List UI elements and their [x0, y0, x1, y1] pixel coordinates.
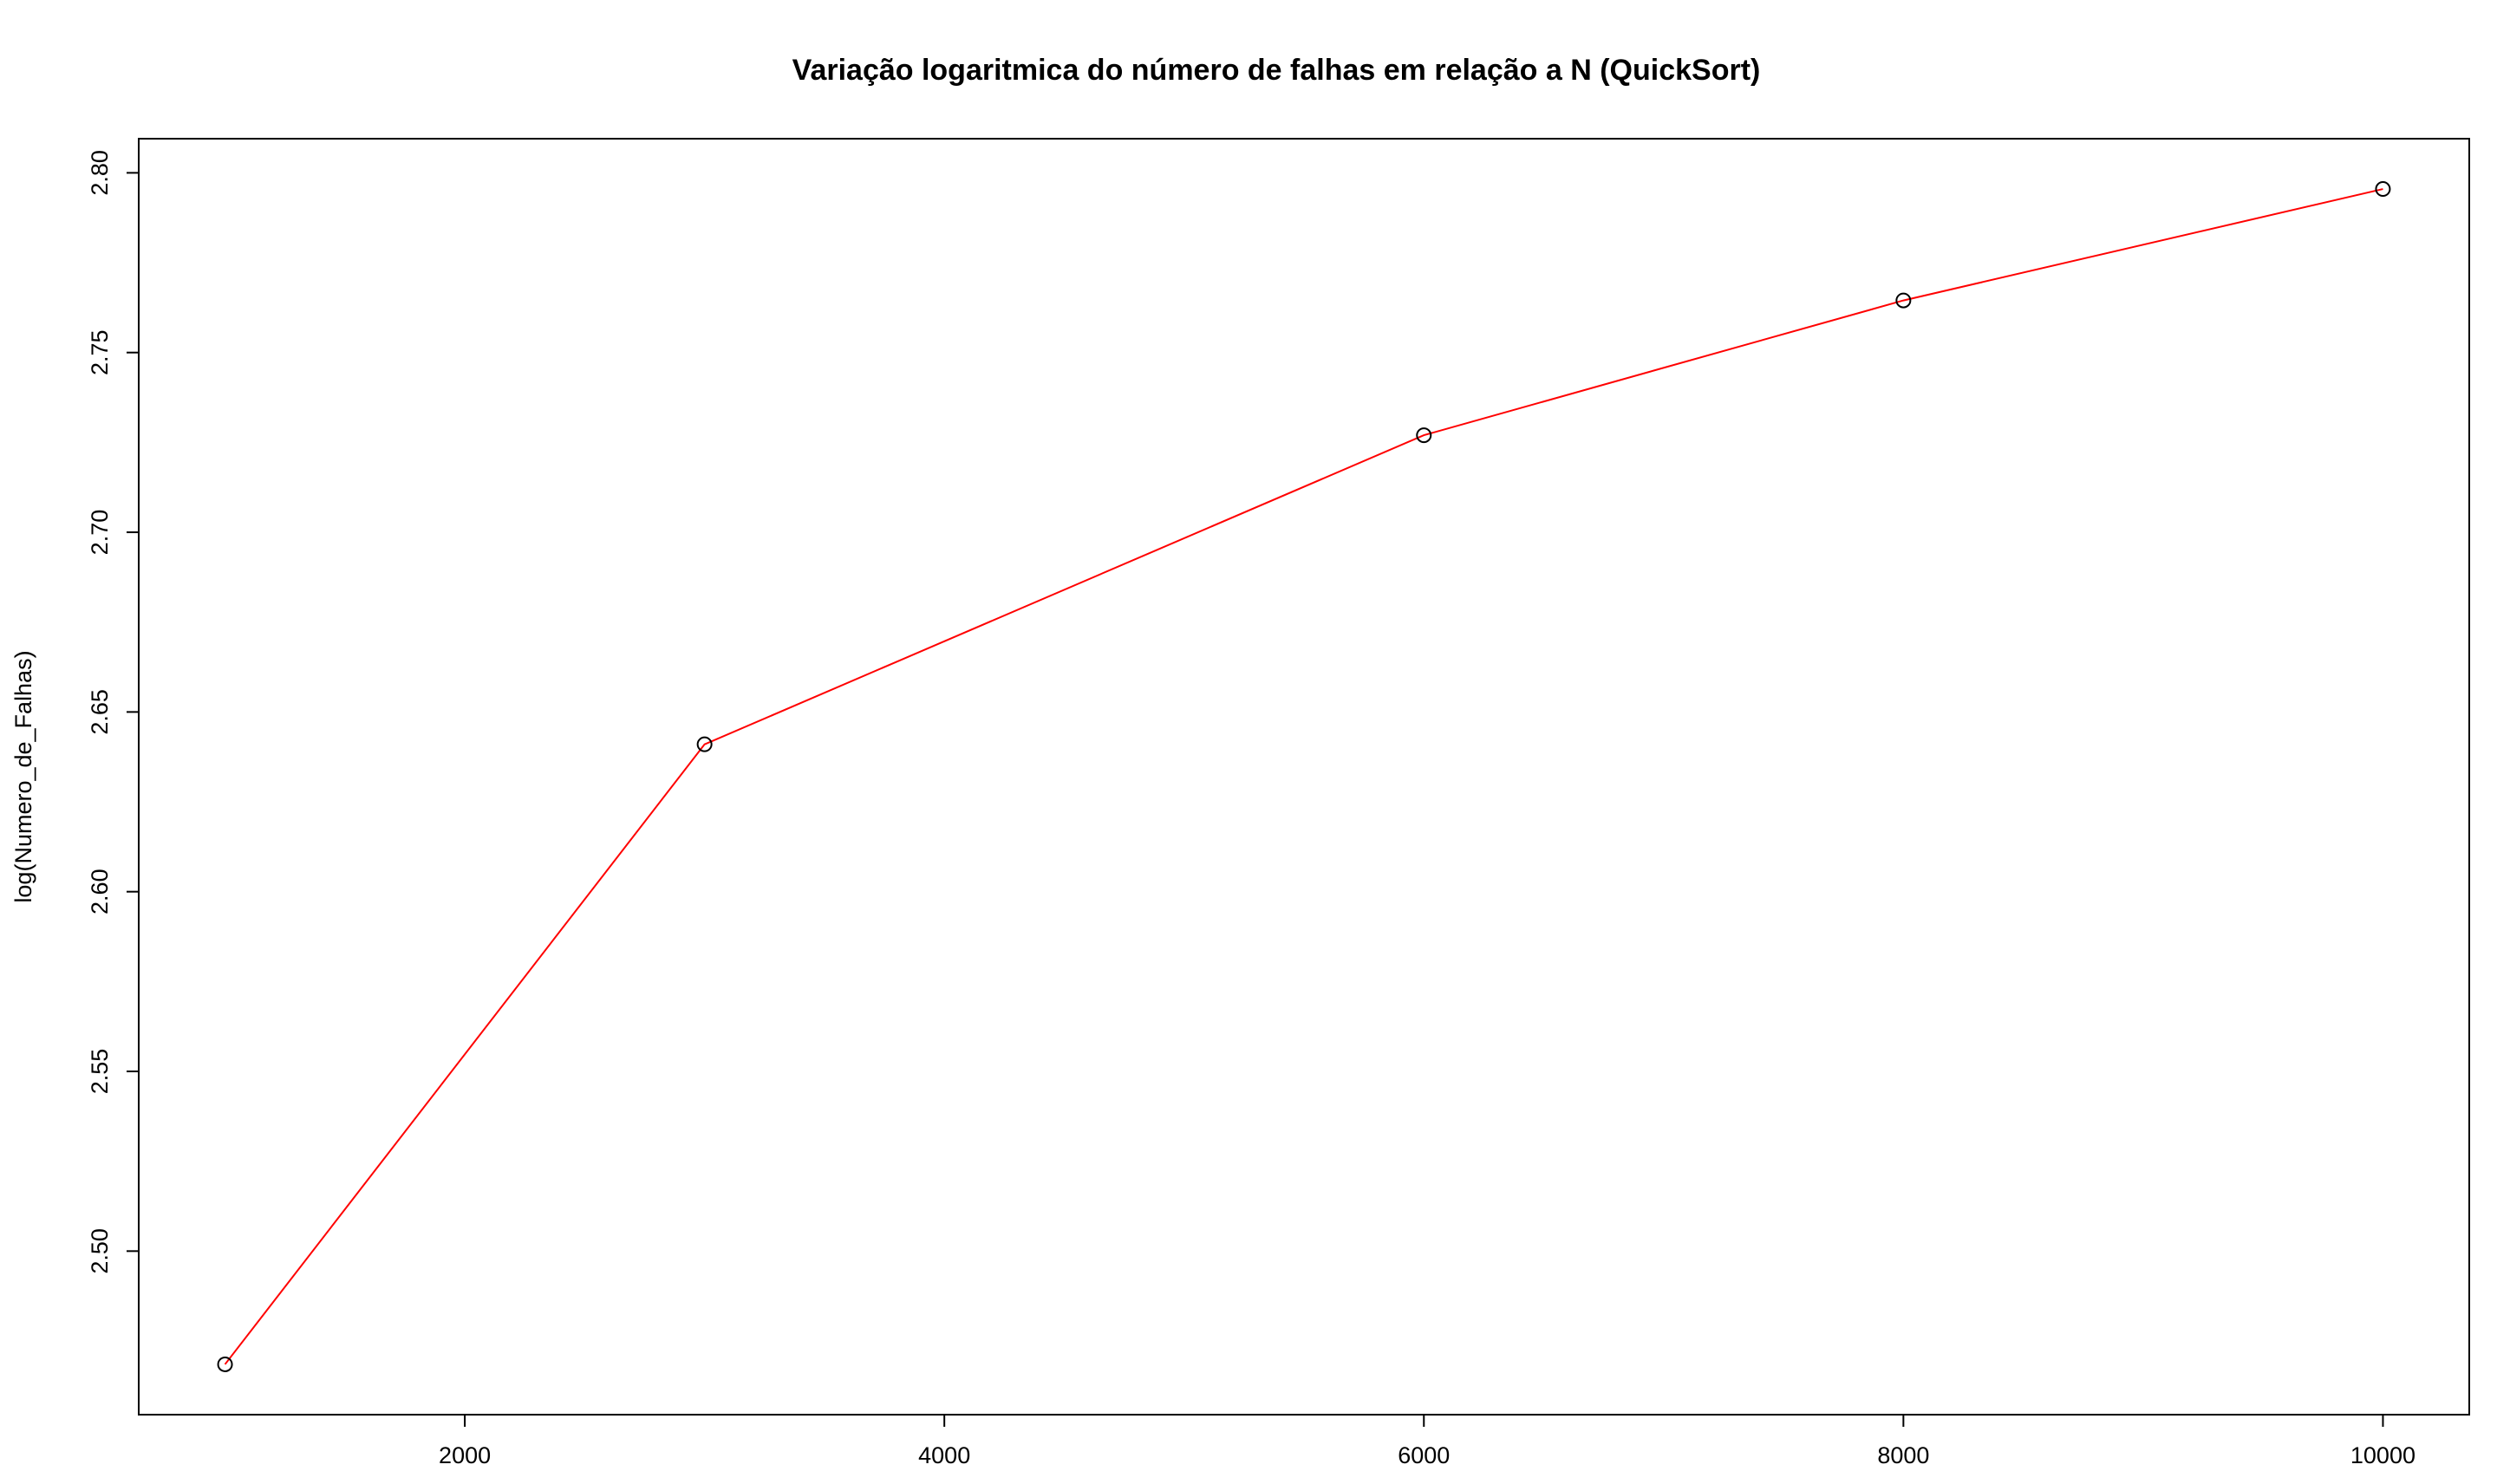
y-tick-label: 2.75: [87, 329, 113, 375]
series-line: [224, 188, 2383, 1365]
x-tick-label: 10000: [2350, 1442, 2416, 1468]
series-group: [217, 181, 2391, 1372]
data-point: [696, 736, 713, 752]
data-point: [1895, 292, 1912, 309]
y-tick-label: 2.55: [87, 1049, 113, 1095]
y-axis: 2.50 2.55 2.60 2.65 2.70 2.75 2.80: [87, 150, 140, 1274]
x-tick-label: 8000: [1877, 1442, 1929, 1468]
data-point: [2375, 181, 2391, 198]
y-tick-label: 2.70: [87, 510, 113, 556]
data-point: [1416, 427, 1432, 444]
x-axis: 2000 4000 6000 8000 10000: [439, 1414, 2416, 1468]
y-tick-label: 2.65: [87, 689, 113, 735]
x-tick-label: 4000: [918, 1442, 970, 1468]
y-tick-label: 2.50: [87, 1228, 113, 1274]
x-tick-label: 6000: [1398, 1442, 1450, 1468]
x-tick-label: 2000: [439, 1442, 491, 1468]
plot-frame: [138, 138, 2470, 1416]
data-point: [217, 1356, 233, 1372]
y-axis-label: log(Numero_de_Falhas): [10, 650, 36, 902]
y-tick-label: 2.80: [87, 150, 113, 196]
y-tick-label: 2.60: [87, 869, 113, 914]
chart-title: Variação logaritmica do número de falhas…: [792, 54, 1761, 87]
